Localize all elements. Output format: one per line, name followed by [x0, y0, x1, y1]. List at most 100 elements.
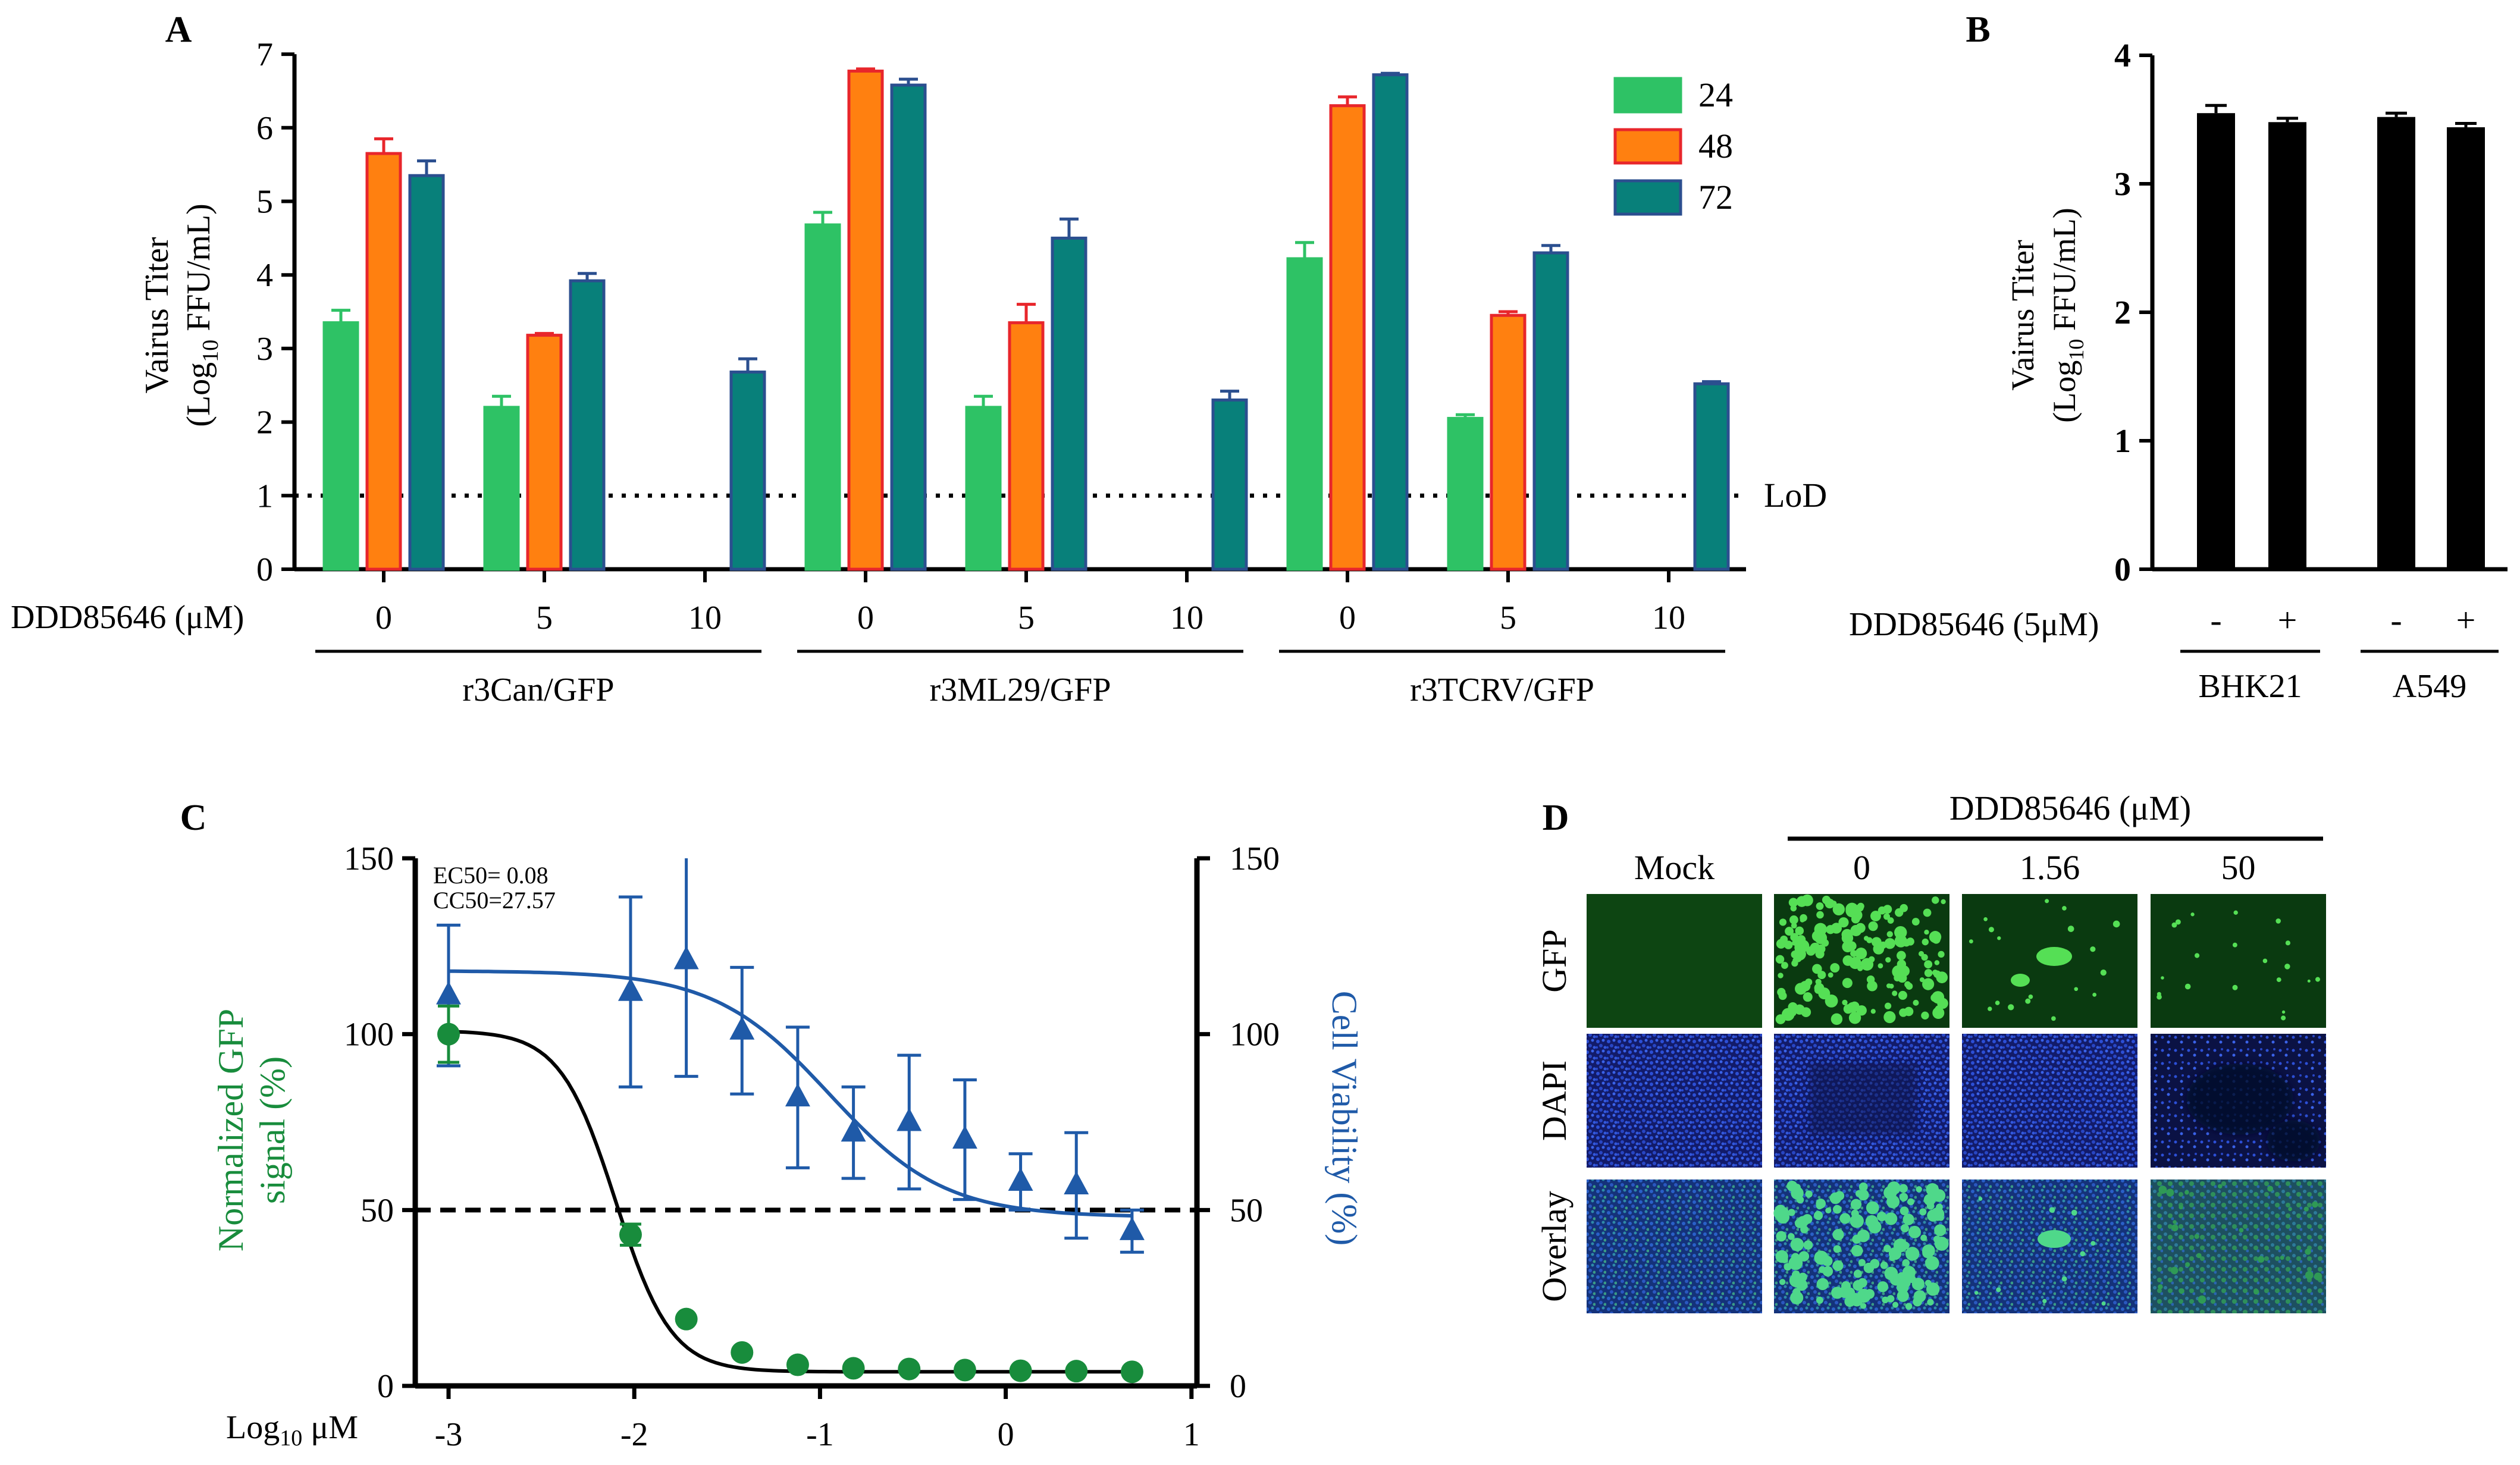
d-gfp-cell — [1791, 950, 1799, 959]
c-gfp-point — [1065, 1360, 1088, 1383]
d-overlay-cell — [1798, 1272, 1807, 1282]
d-gfp-cell — [1778, 973, 1784, 978]
a-x-tick-label: 0 — [375, 600, 392, 636]
d-gfp-cell — [1913, 999, 1919, 1006]
d-overlay-cell — [2196, 1253, 2202, 1259]
d-gfp-cell — [1892, 990, 1898, 996]
d-gfp-cell — [1898, 965, 1910, 977]
d-gfp-cell — [2074, 987, 2079, 992]
d-gfp-cell — [1789, 915, 1798, 924]
d-gfp-cell — [1897, 950, 1906, 961]
d-gfp-cell — [1939, 977, 1945, 984]
d-gfp-cell — [1775, 955, 1785, 964]
d-overlay-cell — [1816, 1278, 1829, 1291]
d-overlay-cell — [1853, 1269, 1862, 1278]
d-overlay-cell — [1776, 1210, 1790, 1224]
d-gfp-cell — [1886, 983, 1892, 989]
panel-c-ylabel-left-line1: Normalized GFP — [211, 1009, 250, 1251]
a-y-tick-label: 6 — [256, 110, 273, 147]
d-overlay-cell — [1831, 1287, 1844, 1299]
d-overlay-cell — [1893, 1238, 1908, 1253]
d-gfp-cell — [2284, 964, 2290, 970]
a-bar-72h — [890, 83, 927, 571]
c-y-tick-label-left: 100 — [344, 1017, 394, 1053]
d-overlay-cell — [1839, 1213, 1851, 1224]
d-overlay-cell — [1884, 1266, 1898, 1281]
d-overlay-cell — [1996, 1287, 2001, 1293]
c-viability-point — [897, 1108, 922, 1131]
a-bar-72h — [408, 174, 445, 571]
d-overlay-cell — [1850, 1199, 1862, 1210]
d-gfp-cell — [2194, 953, 2200, 958]
d-gfp-cell — [1828, 972, 1833, 978]
d-gfp-cell — [1863, 936, 1869, 941]
d-gfp-cell — [1830, 963, 1840, 973]
d-gfp-cell — [2307, 979, 2311, 983]
d-overlay-cell — [1819, 1266, 1826, 1273]
b-treatment-label: + — [2456, 601, 2476, 639]
a-bar-24h — [1447, 416, 1484, 571]
c-x-tick-label: 0 — [998, 1416, 1014, 1453]
d-overlay-cell — [1913, 1290, 1926, 1303]
d-overlay-cluster — [2038, 1230, 2071, 1248]
d-overlay-cell — [1899, 1193, 1908, 1202]
d-gfp-cell — [1922, 978, 1935, 990]
c-y-tick-label-left: 0 — [377, 1368, 394, 1405]
d-gfp-cell — [1886, 931, 1893, 937]
d-overlay-cell — [1788, 1209, 1795, 1216]
b-group-label: BHK21 — [2198, 668, 2302, 705]
a-bar-72h — [1532, 251, 1569, 571]
c-x-tick-label: -2 — [620, 1416, 648, 1453]
d-gfp-cell — [1816, 911, 1824, 919]
d-overlay-cell — [1882, 1296, 1889, 1304]
c-x-tick-label: 1 — [1183, 1416, 1200, 1453]
d-gfp-cell — [2028, 994, 2033, 999]
d-overlay-cell — [2239, 1228, 2244, 1233]
c-gfp-point — [1120, 1360, 1143, 1384]
d-gfp-cell — [2051, 1016, 2056, 1021]
d-gfp-cell — [1871, 937, 1882, 948]
c-y-tick-label-right: 100 — [1230, 1017, 1280, 1053]
d-gfp-cell — [1790, 905, 1797, 912]
c-gfp-point — [437, 1022, 460, 1046]
c-y-tick-label-right: 150 — [1230, 840, 1280, 877]
a-y-tick-label: 5 — [256, 184, 273, 221]
d-overlay-cell — [1825, 1207, 1832, 1214]
a-y-tick-label: 1 — [256, 478, 273, 515]
d-gfp-cell — [1929, 931, 1942, 943]
d-gfp-image — [1587, 894, 1762, 1028]
d-gfp-cell — [2275, 918, 2281, 924]
d-gfp-cell — [1883, 1011, 1896, 1024]
d-overlay-cell — [2071, 1209, 2077, 1216]
a-bar-72h — [729, 370, 766, 571]
d-gfp-cell — [1884, 1002, 1892, 1009]
d-overlay-cell — [1788, 1233, 1795, 1240]
d-gfp-cell — [1789, 1009, 1797, 1017]
d-overlay-cell — [1905, 1247, 1920, 1261]
d-gfp-cell — [1841, 932, 1854, 944]
d-overlay-cell — [1853, 1280, 1864, 1291]
d-gfp-cell — [1842, 941, 1854, 953]
a-bar-48h — [847, 70, 884, 571]
panel-c-label: C — [180, 798, 207, 838]
a-x-tick-label: 10 — [1170, 600, 1203, 636]
d-overlay-image — [1587, 1179, 1762, 1313]
d-gfp-cell — [1983, 917, 1988, 921]
d-overlay-cell — [1860, 1303, 1867, 1309]
d-overlay-cell — [1863, 1262, 1875, 1273]
d-dapi-darkpatch — [2267, 1120, 2320, 1162]
d-overlay-cell — [1905, 1303, 1913, 1310]
d-gfp-cell — [2090, 946, 2096, 952]
d-gfp-cell — [1878, 906, 1886, 915]
panel-a-label: A — [165, 10, 192, 50]
d-overlay-cell — [1816, 1296, 1823, 1304]
panel-a: A Vairus Titer (Log10 FFU/mL) 0 1 2 3 4 5 6 7 0 5… — [11, 10, 1827, 708]
d-overlay-cell — [1832, 1229, 1844, 1241]
d-overlay-cell — [2280, 1256, 2284, 1260]
a-x-tick-label: 10 — [1652, 600, 1685, 636]
d-column-label: 1.56 — [2020, 848, 2080, 887]
a-y-tick-label: 3 — [256, 331, 273, 368]
panel-c-annotation-cc50: CC50=27.57 — [433, 887, 556, 914]
d-overlay-cell — [2198, 1295, 2206, 1304]
c-fit-curve-viability — [449, 969, 1132, 1218]
